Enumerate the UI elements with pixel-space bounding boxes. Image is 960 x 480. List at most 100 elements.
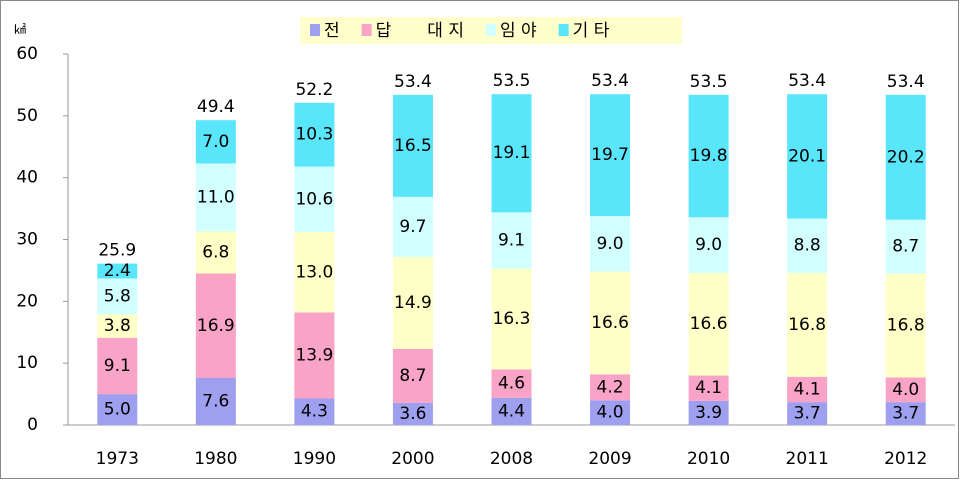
legend-swatch — [558, 24, 569, 36]
legend-label: 전 — [324, 21, 340, 41]
data-label: 4.2 — [597, 377, 624, 397]
data-label: 10.6 — [295, 189, 333, 209]
data-label: 9.7 — [399, 217, 426, 237]
data-label: 4.1 — [695, 378, 722, 398]
bar-segment — [491, 268, 532, 370]
data-label: 4.0 — [597, 403, 624, 423]
x-tick-label: 2010 — [687, 449, 730, 469]
bar-segment — [294, 232, 335, 313]
data-label: 4.0 — [892, 380, 919, 400]
bar-segment — [491, 94, 532, 213]
bar-segment — [195, 120, 236, 164]
bar-segment — [97, 337, 138, 395]
data-label: 4.4 — [498, 401, 525, 421]
bar-segment — [392, 256, 433, 349]
bar-segment — [885, 94, 926, 220]
data-label: 3.6 — [399, 404, 426, 424]
bar-segment — [392, 402, 433, 425]
bar-segment — [294, 102, 335, 167]
legend-swatch — [361, 24, 372, 36]
bar-segment — [195, 163, 236, 232]
bar-segment — [787, 218, 828, 273]
total-label: 25.9 — [98, 241, 136, 261]
data-label: 16.8 — [788, 315, 826, 335]
bar-segment — [590, 400, 631, 425]
x-tick-label: 2008 — [490, 449, 533, 469]
bar-segment — [688, 217, 729, 273]
legend-swatch — [485, 24, 496, 36]
bar-segment — [294, 166, 335, 233]
bar-segment — [97, 263, 138, 279]
data-label: 10.3 — [295, 125, 333, 145]
bar-segment — [885, 377, 926, 403]
y-tick-label: 40 — [16, 168, 38, 188]
bar-segment — [787, 272, 828, 377]
bar-segment — [195, 231, 236, 274]
bar-segment — [688, 375, 729, 401]
data-label: 19.7 — [591, 145, 629, 165]
data-label: 4.6 — [498, 374, 525, 394]
bar-segment — [787, 376, 828, 403]
bar-segment — [392, 94, 433, 197]
legend-swatch — [310, 24, 320, 36]
bar-segment — [294, 398, 335, 425]
bar-segment — [392, 348, 433, 403]
bar-segment — [787, 402, 828, 425]
data-label: 16.6 — [690, 314, 728, 334]
y-tick-label: 50 — [16, 106, 38, 126]
data-label: 8.7 — [892, 237, 919, 257]
y-tick-label: 30 — [16, 230, 38, 250]
y-tick-label: 20 — [16, 291, 38, 311]
data-label: 14.9 — [394, 293, 432, 313]
unit-label: ㎢ — [14, 23, 26, 37]
bar-segment — [885, 219, 926, 274]
data-label: 3.7 — [892, 404, 919, 424]
x-tick-label: 1980 — [194, 449, 237, 469]
x-tick-label: 2000 — [391, 449, 434, 469]
data-label: 19.8 — [690, 146, 728, 166]
data-label: 19.1 — [493, 143, 531, 163]
data-label: 13.9 — [295, 345, 333, 365]
bar-segment — [688, 94, 729, 218]
bar-segment — [491, 212, 532, 269]
legend-label: 대 지 — [427, 21, 464, 41]
x-tick-label: 1990 — [293, 449, 336, 469]
bar-segment — [294, 312, 335, 399]
bar-segment — [787, 94, 828, 219]
legend-swatch — [413, 24, 424, 36]
legend-label: 답 — [376, 21, 392, 41]
x-tick-label: 2011 — [786, 449, 829, 469]
total-label: 53.5 — [690, 72, 728, 92]
data-label: 11.0 — [197, 187, 235, 207]
total-label: 49.4 — [197, 97, 235, 117]
data-label: 5.0 — [104, 400, 131, 420]
data-label: 16.6 — [591, 313, 629, 333]
data-label: 16.3 — [493, 309, 531, 329]
bar-segment — [590, 374, 631, 401]
bar-segment — [688, 272, 729, 376]
data-label: 3.9 — [695, 403, 722, 423]
bar-segment — [885, 402, 926, 425]
x-tick-label: 2009 — [588, 449, 631, 469]
data-label: 9.0 — [597, 234, 624, 254]
bar-segment — [97, 394, 138, 425]
bar-segment — [392, 196, 433, 257]
y-tick-label: 0 — [27, 415, 38, 435]
bar-segment — [688, 400, 729, 425]
bar-segment — [195, 378, 236, 425]
data-label: 9.0 — [695, 235, 722, 255]
data-label: 4.3 — [301, 402, 328, 422]
legend-label: 기 타 — [573, 21, 610, 41]
bar-segment — [195, 273, 236, 379]
data-label: 3.8 — [104, 316, 131, 336]
bar-segment — [590, 94, 631, 217]
data-label: 16.5 — [394, 136, 432, 156]
data-label: 20.1 — [788, 146, 826, 166]
data-label: 9.1 — [498, 230, 525, 250]
data-label: 7.6 — [202, 392, 229, 412]
data-label: 20.2 — [887, 147, 925, 167]
bar-segment — [590, 271, 631, 375]
data-label: 16.8 — [887, 315, 925, 335]
legend-label: 임 야 — [500, 21, 537, 41]
